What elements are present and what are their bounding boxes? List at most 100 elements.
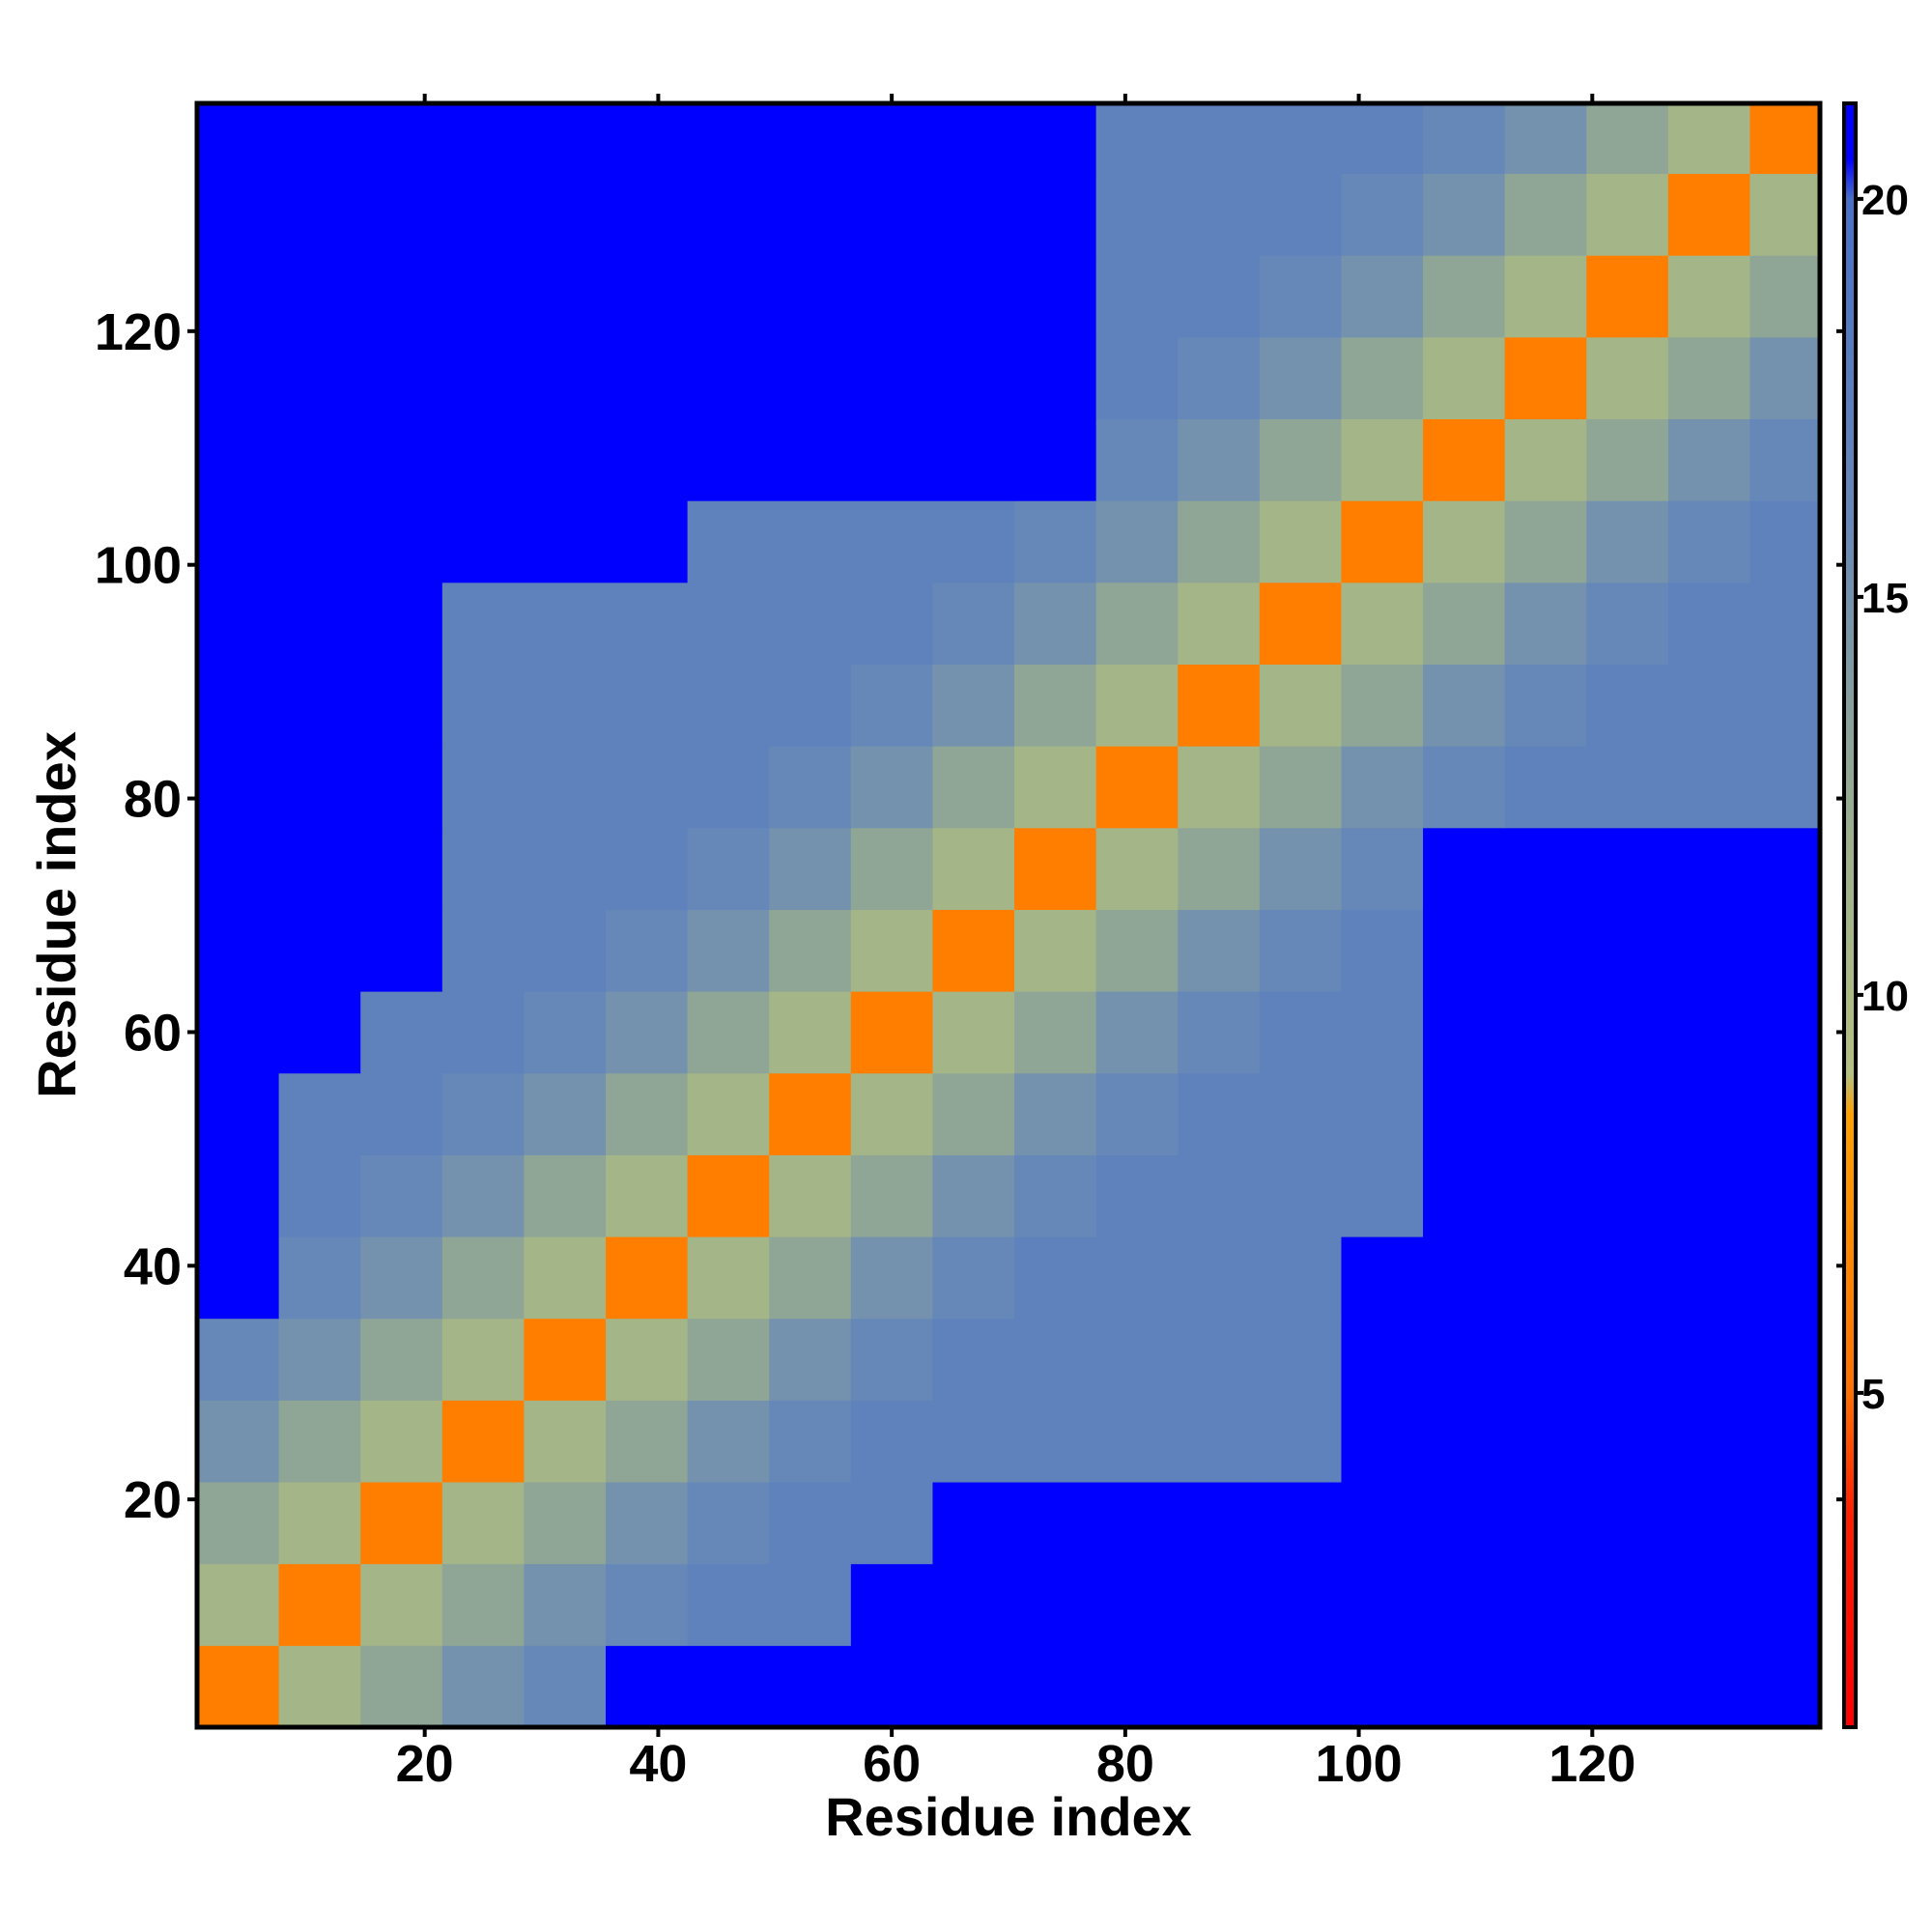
heatmap-cell (1586, 827, 1669, 910)
heatmap-cell (441, 1482, 525, 1565)
heatmap-cell (197, 1563, 280, 1646)
heatmap-cell (687, 255, 770, 338)
heatmap-cell (769, 1236, 852, 1320)
heatmap-cell (1259, 173, 1342, 256)
heatmap-cell (932, 255, 1015, 338)
heatmap-cell (197, 1318, 280, 1401)
heatmap-cell (278, 255, 361, 338)
heatmap-cell (1504, 1318, 1587, 1401)
heatmap-cell (606, 582, 689, 665)
heatmap-cell (932, 664, 1015, 747)
heatmap-cell (1014, 991, 1097, 1074)
heatmap-cell (441, 991, 525, 1074)
heatmap-cell (1667, 1482, 1750, 1565)
heatmap-cell (524, 1563, 607, 1646)
heatmap-cell (932, 1072, 1015, 1155)
heatmap-cell (1259, 1400, 1342, 1483)
heatmap-cell (769, 173, 852, 256)
heatmap-cell (1667, 827, 1750, 910)
heatmap-cell (1014, 582, 1097, 665)
heatmap-cell (1095, 418, 1179, 501)
heatmap-cell (1178, 664, 1261, 747)
heatmap-cell (278, 582, 361, 665)
heatmap-cell (850, 1236, 933, 1320)
heatmap-cell (932, 991, 1015, 1074)
heatmap-cell (687, 1400, 770, 1483)
heatmap-cell (441, 255, 525, 338)
heatmap-cell (524, 1154, 607, 1237)
heatmap-cell (1341, 103, 1424, 175)
heatmap-cell (1095, 1400, 1179, 1483)
heatmap-cell (1014, 1645, 1097, 1728)
heatmap-cell (1423, 1645, 1506, 1728)
heatmap-cell (1504, 1563, 1587, 1646)
heatmap-cell (1423, 909, 1506, 992)
heatmap-cell (1095, 103, 1179, 175)
heatmap-cell (769, 1072, 852, 1155)
heatmap-cell (1178, 1072, 1261, 1155)
heatmap-cell (606, 103, 689, 175)
heatmap-cell (441, 582, 525, 665)
heatmap-cell (606, 1236, 689, 1320)
heatmap-cell (687, 1236, 770, 1320)
plot-frame (194, 100, 1823, 1730)
heatmap-cell (360, 500, 443, 583)
heatmap-cell (1014, 255, 1097, 338)
heatmap-cell (1095, 1072, 1179, 1155)
heatmap-cell (1259, 1645, 1342, 1728)
heatmap-cell (1095, 500, 1179, 583)
heatmap-cell (1178, 827, 1261, 910)
heatmap-cell (197, 1645, 280, 1728)
heatmap-cell (687, 500, 770, 583)
heatmap-cell (441, 103, 525, 175)
heatmap-cell (687, 991, 770, 1074)
heatmap-cell (360, 336, 443, 420)
heatmap-cell (1341, 1318, 1424, 1401)
heatmap-cell (1095, 1154, 1179, 1237)
heatmap-cell (441, 336, 525, 420)
heatmap-cell (441, 1154, 525, 1237)
heatmap-cell (524, 991, 607, 1074)
heatmap-cell (441, 1072, 525, 1155)
heatmap-cell (441, 827, 525, 910)
heatmap-cell (1014, 1563, 1097, 1646)
heatmap-cell (850, 827, 933, 910)
heatmap-cell (524, 255, 607, 338)
heatmap-cell (1014, 827, 1097, 910)
heatmap-cell (769, 500, 852, 583)
heatmap-cell (1586, 336, 1669, 420)
x-tick-label: 120 (1548, 1735, 1635, 1793)
heatmap-cell (1586, 1318, 1669, 1401)
heatmap-cell (1178, 1563, 1261, 1646)
heatmap-cell (1667, 336, 1750, 420)
heatmap-cell (524, 103, 607, 175)
heatmap-cell (1667, 1563, 1750, 1646)
heatmap-cell (769, 1482, 852, 1565)
heatmap-cell (278, 1645, 361, 1728)
heatmap-cell (197, 746, 280, 829)
heatmap-cell (1014, 1072, 1097, 1155)
heatmap-cell (687, 173, 770, 256)
heatmap-cell (769, 1154, 852, 1237)
heatmap-cell (278, 1482, 361, 1565)
heatmap-cell (1749, 1482, 1821, 1565)
y-tick-label: 60 (124, 1004, 182, 1062)
heatmap-cell (1504, 500, 1587, 583)
heatmap-cell (850, 1645, 933, 1728)
heatmap-cell (850, 255, 933, 338)
heatmap-cell (1259, 255, 1342, 338)
heatmap-cell (1504, 336, 1587, 420)
heatmap-cell (524, 1645, 607, 1728)
heatmap-cell (850, 909, 933, 992)
x-tick-label: 20 (396, 1735, 454, 1793)
heatmap-cell (1014, 1318, 1097, 1401)
heatmap-cell (197, 336, 280, 420)
heatmap-cell (1341, 664, 1424, 747)
heatmap-cell (1667, 664, 1750, 747)
heatmap-cell (278, 173, 361, 256)
heatmap-cell (1423, 255, 1506, 338)
heatmap-cell (197, 1154, 280, 1237)
heatmap-cell (1749, 1400, 1821, 1483)
